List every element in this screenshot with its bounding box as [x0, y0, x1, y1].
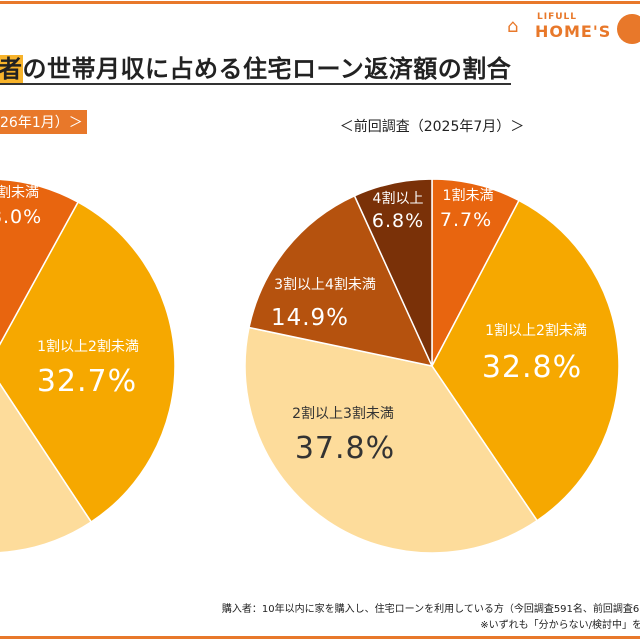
pie-slice	[0, 201, 176, 524]
chart-title: 者の世帯月収に占める住宅ローン返済額の割合	[0, 55, 512, 85]
pie-slice	[0, 382, 93, 554]
slice-label-category: 1割以上2割未満	[37, 339, 139, 355]
mascot-icon	[617, 14, 640, 44]
slice-label-value: 32.8%	[481, 350, 583, 385]
slice-label-category: 2割以上3割未満	[292, 406, 394, 422]
pie-slice	[248, 194, 434, 368]
slice-label-value: 32.7%	[36, 364, 138, 399]
slice-label-category: 1割未満	[442, 188, 494, 204]
top-border	[0, 1, 640, 4]
slice-label-value: 6.8%	[371, 210, 425, 232]
slice-label-category: 4割以上	[372, 191, 424, 207]
previous-survey-subtitle: ＜前回調査（2025年7月）＞	[339, 119, 525, 135]
slice-label-value: 7.7%	[439, 209, 493, 231]
slice-label-value: 37.8%	[294, 431, 396, 466]
slice-label-category: 3割以上4割未満	[274, 277, 376, 293]
lifull-homes-logo: ⌂ LIFULL HOME'S	[503, 12, 640, 48]
logo-text-lifull: LIFULL	[537, 12, 578, 22]
bottom-border	[0, 636, 640, 639]
current-survey-subtitle: 26年1月）＞	[0, 110, 87, 134]
slice-label-value: 14.9%	[270, 305, 350, 331]
title-text: の世帯月収に占める住宅ローン返済額の割合	[22, 55, 512, 83]
footnote-respondents: 購入者：10年以内に家を購入し、住宅ローンを利用している方（今回調査591名、前…	[221, 604, 640, 615]
slice-label-category: 割未満	[0, 185, 39, 201]
slice-label-category: 1割以上2割未満	[485, 323, 587, 339]
pie-slice	[431, 199, 620, 522]
pie-slice	[0, 178, 80, 346]
pie-slice	[244, 326, 539, 554]
logo-text-homes: HOME'S	[535, 22, 612, 41]
footnote-exclusion: ※いずれも「分からない/検討中」を除く	[480, 620, 640, 631]
title-highlight: 者	[0, 55, 23, 83]
slice-label-value: 8.0%	[0, 206, 43, 228]
house-icon: ⌂	[507, 16, 519, 37]
pie-slice	[353, 178, 433, 367]
